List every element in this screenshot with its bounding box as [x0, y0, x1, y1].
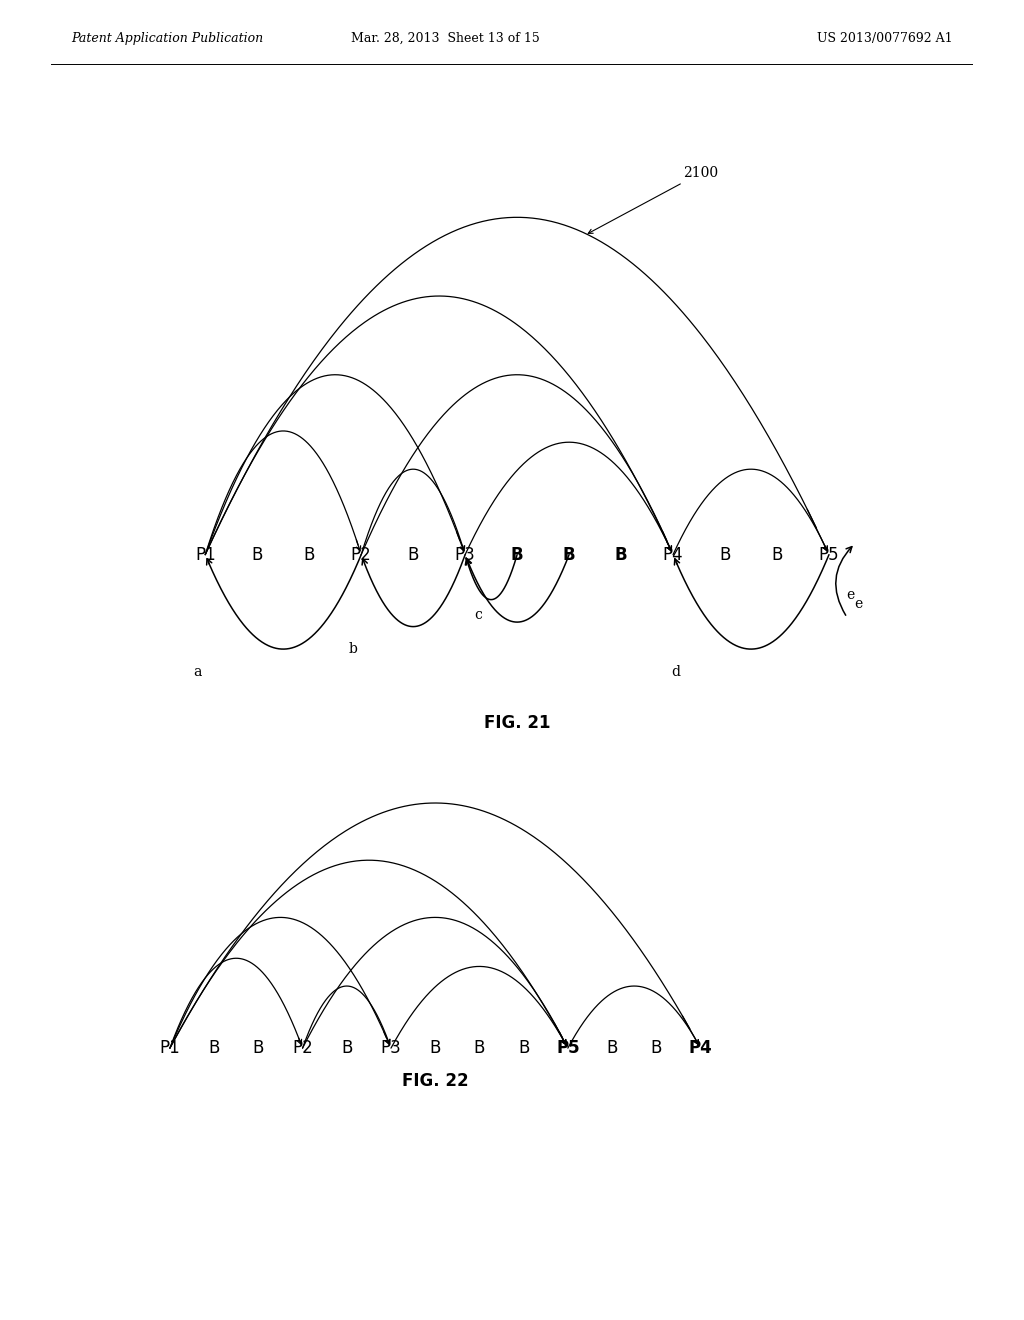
Text: P5: P5 [818, 545, 840, 564]
Text: d: d [671, 664, 680, 678]
Text: B: B [606, 1039, 617, 1057]
Text: B: B [719, 545, 731, 564]
Text: B: B [252, 545, 263, 564]
Text: P1: P1 [160, 1039, 180, 1057]
Text: B: B [341, 1039, 352, 1057]
Text: a: a [194, 664, 202, 678]
Text: B: B [563, 545, 575, 564]
Text: P2: P2 [292, 1039, 313, 1057]
Text: B: B [408, 545, 419, 564]
Text: P3: P3 [455, 545, 475, 564]
Text: B: B [518, 1039, 529, 1057]
Text: B: B [429, 1039, 441, 1057]
Text: P5: P5 [556, 1039, 580, 1057]
Text: FIG. 22: FIG. 22 [401, 1072, 469, 1090]
Text: e: e [854, 597, 862, 611]
Text: e: e [847, 589, 855, 602]
Text: b: b [349, 642, 357, 656]
Text: Mar. 28, 2013  Sheet 13 of 15: Mar. 28, 2013 Sheet 13 of 15 [351, 32, 540, 45]
Text: P2: P2 [351, 545, 372, 564]
Text: c: c [474, 609, 482, 622]
Text: P3: P3 [381, 1039, 401, 1057]
Text: B: B [253, 1039, 264, 1057]
Text: B: B [771, 545, 782, 564]
Text: US 2013/0077692 A1: US 2013/0077692 A1 [817, 32, 952, 45]
Text: B: B [614, 545, 628, 564]
Text: B: B [650, 1039, 662, 1057]
Text: 2100: 2100 [588, 166, 719, 234]
Text: B: B [511, 545, 523, 564]
Text: B: B [303, 545, 315, 564]
Text: P1: P1 [195, 545, 216, 564]
Text: Patent Application Publication: Patent Application Publication [72, 32, 264, 45]
Text: FIG. 21: FIG. 21 [484, 714, 550, 733]
Text: B: B [209, 1039, 220, 1057]
Text: P4: P4 [688, 1039, 713, 1057]
Text: B: B [474, 1039, 485, 1057]
Text: P4: P4 [663, 545, 683, 564]
